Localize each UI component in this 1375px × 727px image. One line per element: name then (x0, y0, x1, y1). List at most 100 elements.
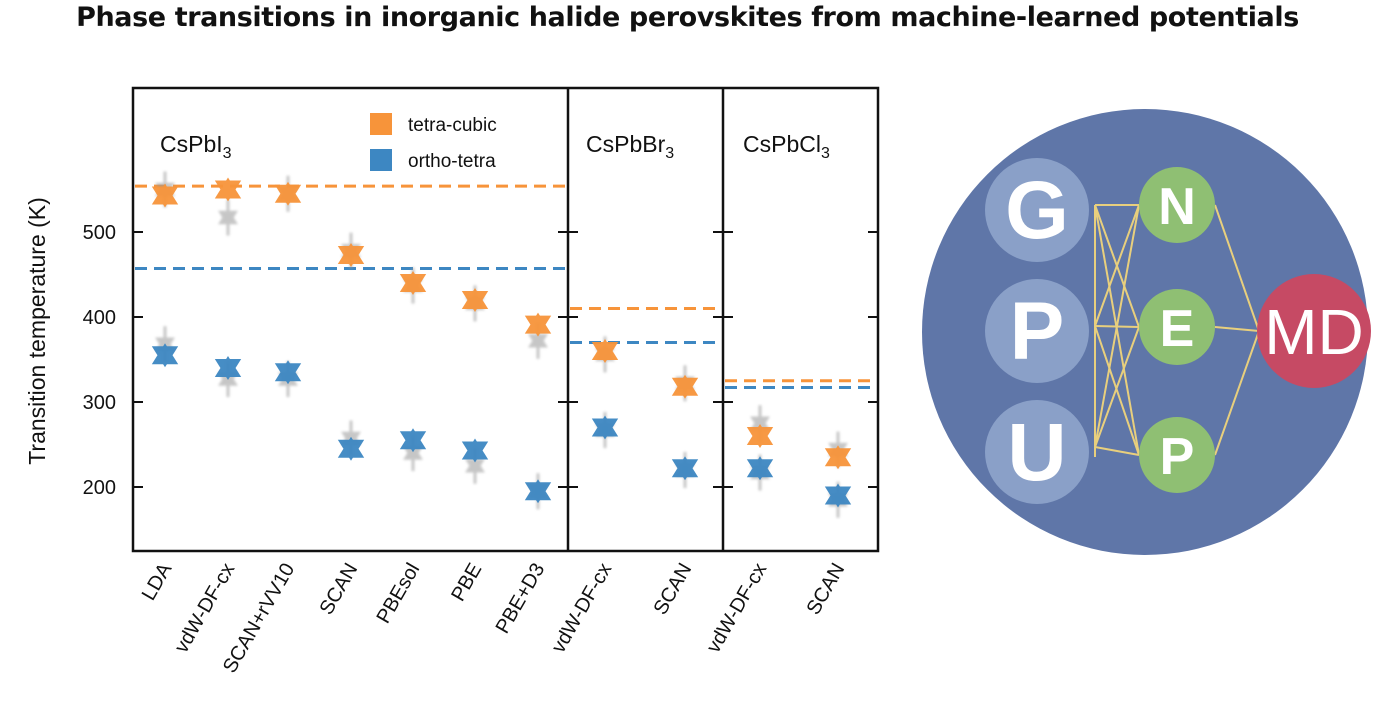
panel-title: CsPbBr3 (586, 131, 674, 162)
legend-swatch-ortho-tetra (370, 149, 392, 171)
x-tick-label: PBEsol (372, 560, 424, 628)
point-ortho-tetra-down (399, 431, 427, 453)
point-tetra-cubic (824, 445, 852, 470)
figure-title: Phase transitions in inorganic halide pe… (76, 2, 1299, 33)
point-ortho-tetra (151, 343, 179, 368)
x-tick-label: SCAN (649, 560, 696, 619)
network-edge (1094, 204, 1140, 448)
point-ortho-tetra (524, 479, 552, 504)
x-tick-label: SCAN (802, 560, 849, 619)
legend-label-ortho-tetra: ortho-tetra (408, 151, 496, 172)
point-tetra-cubic (524, 312, 552, 337)
point-tetra-cubic (337, 242, 365, 267)
hidden-node-letter: N (1158, 178, 1196, 236)
point-tetra-cubic-down (824, 448, 852, 470)
x-tick-label: vdW-DF-cx (702, 560, 771, 657)
point-ortho-tetra (746, 456, 774, 481)
point-tetra-cubic-down (274, 184, 302, 206)
legend-swatch-tetra-cubic (370, 113, 392, 135)
legend-label-tetra-cubic: tetra-cubic (408, 115, 497, 136)
hidden-node-letter: P (1160, 428, 1195, 486)
point-tetra-cubic-down (524, 315, 552, 337)
point-ortho-tetra (824, 483, 852, 508)
point-ortho-tetra (274, 360, 302, 385)
x-tick-label: PBE+D3 (492, 560, 550, 638)
point-ortho-tetra-down (671, 459, 699, 481)
point-tetra-cubic-down (591, 342, 619, 363)
point-tetra-cubic (746, 424, 774, 448)
point-tetra-cubic-down (399, 274, 427, 295)
point-ortho-tetra-down (524, 482, 552, 504)
input-node (985, 158, 1089, 262)
point-tetra-cubic (151, 183, 179, 208)
y-axis-label: Transition temperature (K) (24, 197, 50, 465)
output-node (1257, 274, 1371, 388)
point-ortho-tetra-down (337, 439, 365, 461)
legend: tetra-cubic ortho-tetra (370, 113, 497, 172)
x-tick-label: vdW-DF-cx (547, 560, 616, 657)
hidden-node (1139, 417, 1215, 493)
point-ortho-tetra (461, 438, 489, 463)
point-ortho-tetra (337, 436, 365, 461)
network-edge (1094, 446, 1140, 456)
input-node-letter: G (1005, 165, 1069, 256)
point-tetra-cubic-down (151, 186, 179, 208)
x-tick-label: LDA (138, 559, 177, 604)
y-tick-label: 300 (83, 392, 116, 414)
point-ortho-tetra-down (214, 359, 242, 380)
y-tick-label: 500 (83, 222, 116, 244)
point-ortho-tetra (399, 428, 427, 453)
hidden-node (1139, 289, 1215, 365)
point-tetra-cubic (399, 271, 427, 295)
input-node-letter: P (1010, 286, 1065, 377)
point-ortho-tetra-down (461, 441, 489, 463)
point-tetra-cubic (214, 177, 242, 202)
hidden-node (1139, 167, 1215, 243)
y-tick-label: 200 (83, 477, 116, 499)
x-tick-label: SCAN (315, 560, 362, 619)
network-edge (1214, 204, 1260, 332)
panel-title-main: CsPbI (160, 131, 223, 157)
point-ortho-tetra-down (274, 363, 302, 385)
point-ortho-tetra-down (151, 346, 179, 368)
point-ortho-tetra-down (591, 418, 619, 440)
network-edge (1214, 330, 1260, 456)
input-node (985, 279, 1089, 383)
input-node-letter: U (1007, 407, 1066, 498)
point-tetra-cubic (591, 339, 619, 363)
point-ortho-tetra (591, 415, 619, 440)
point-ortho-tetra (214, 356, 242, 380)
point-tetra-cubic-down (214, 180, 242, 202)
point-tetra-cubic-alt-down (218, 210, 238, 227)
x-tick-label: vdW-DF-cx (170, 560, 239, 657)
point-tetra-cubic-down (461, 291, 489, 312)
panel-title-subscript: 3 (223, 145, 232, 162)
point-ortho-tetra-alt-down (403, 446, 423, 462)
y-tick-label: 400 (83, 307, 116, 329)
point-ortho-tetra-down (746, 459, 774, 481)
x-tick-label: PBE (447, 560, 486, 606)
hidden-node-letter: E (1160, 300, 1195, 358)
network-edge (1094, 204, 1140, 327)
panel-title-subscript: 3 (665, 145, 674, 162)
panel-title-subscript: 3 (821, 145, 830, 162)
point-tetra-cubic-down (337, 245, 365, 267)
point-ortho-tetra-down (824, 486, 852, 508)
panel-title: CsPbCl3 (743, 131, 830, 162)
point-ortho-tetra (671, 456, 699, 481)
panel-title-main: CsPbCl (743, 131, 821, 157)
output-node-label: MD (1264, 296, 1364, 368)
network-edge (1094, 326, 1140, 448)
panel-title-main: CsPbBr (586, 131, 666, 157)
point-tetra-cubic-alt-down (528, 334, 548, 350)
point-tetra-cubic (461, 288, 489, 312)
point-tetra-cubic-alt (218, 199, 238, 236)
network-edge (1214, 326, 1260, 332)
point-tetra-cubic-down (671, 377, 699, 399)
panel-title: CsPbI3 (160, 131, 232, 162)
point-tetra-cubic (671, 374, 699, 399)
input-node (985, 400, 1089, 504)
point-ortho-tetra-alt-down (465, 459, 485, 475)
